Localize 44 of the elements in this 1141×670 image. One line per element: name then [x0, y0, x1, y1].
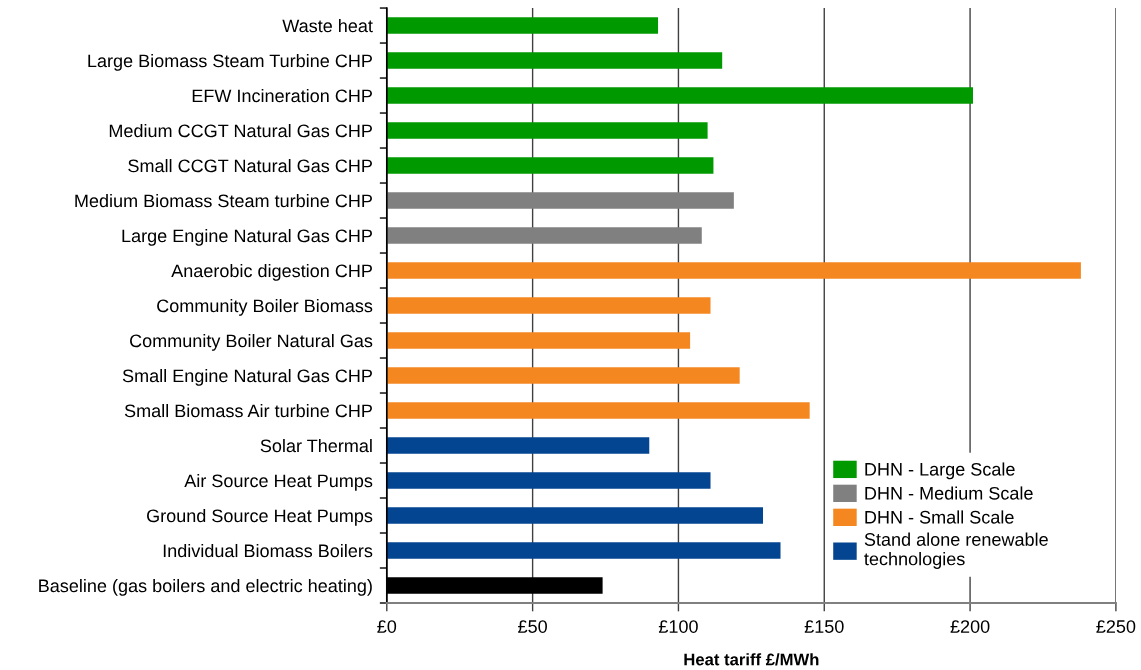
y-tick-label: Waste heat [282, 19, 373, 33]
y-tick-label: Large Engine Natural Gas CHP [122, 228, 372, 246]
y-tick-label: Medium Biomass Steam turbine CHP [75, 193, 372, 208]
bar [386, 367, 740, 384]
bar [386, 192, 734, 209]
y-tick-label: Community Boiler Biomass [157, 298, 373, 316]
legend-label: DHN - Small Scale [865, 510, 1014, 524]
x-tick-label: £0 [377, 620, 397, 633]
y-tick-label: Large Biomass Steam Turbine CHP [88, 53, 372, 71]
bar [386, 262, 1081, 279]
y-tick-label: Community Boiler Natural Gas [130, 333, 373, 351]
y-tick-label: Air Source Heat Pumps [184, 473, 373, 491]
x-tick-label: £150 [804, 620, 844, 633]
bar [386, 122, 708, 139]
y-tick-label: Medium CCGT Natural Gas CHP [109, 123, 372, 138]
bar [386, 332, 691, 349]
bar [386, 437, 650, 454]
legend-label: DHN - Medium Scale [865, 486, 1033, 500]
bar [386, 52, 723, 69]
y-tick-label: EFW Incineration CHP [192, 88, 372, 103]
y-tick-label: Baseline (gas boilers and electric heating) [39, 578, 372, 596]
y-tick-label: Anaerobic digestion CHP [171, 263, 372, 281]
x-tick-label: £250 [1096, 620, 1136, 633]
x-tick-label: £100 [658, 620, 698, 633]
bar [386, 157, 714, 174]
y-tick-label: Small Engine Natural Gas CHP [122, 368, 372, 386]
y-tick-label: Ground Source Heat Pumps [147, 508, 373, 526]
bar [386, 402, 810, 419]
bar [386, 542, 781, 559]
bar [386, 17, 659, 34]
bar [386, 507, 764, 524]
bar [386, 87, 973, 104]
y-tick-label: Individual Biomass Boilers [163, 543, 373, 558]
x-tick-label: £200 [950, 620, 990, 633]
legend-label: DHN - Large Scale [865, 462, 1015, 480]
legend-label: Stand alone renewable technologies [864, 532, 1048, 569]
y-tick-label: Solar Thermal [260, 438, 372, 453]
bar [386, 297, 711, 314]
x-axis-title: Heat tariff £/MWh [684, 653, 819, 666]
bar [386, 227, 702, 244]
y-tick-label: Small CCGT Natural Gas CHP [128, 158, 372, 173]
x-tick-label: £50 [518, 620, 547, 633]
y-tick-label: Small Biomass Air turbine CHP [124, 403, 372, 418]
bar [386, 472, 711, 489]
